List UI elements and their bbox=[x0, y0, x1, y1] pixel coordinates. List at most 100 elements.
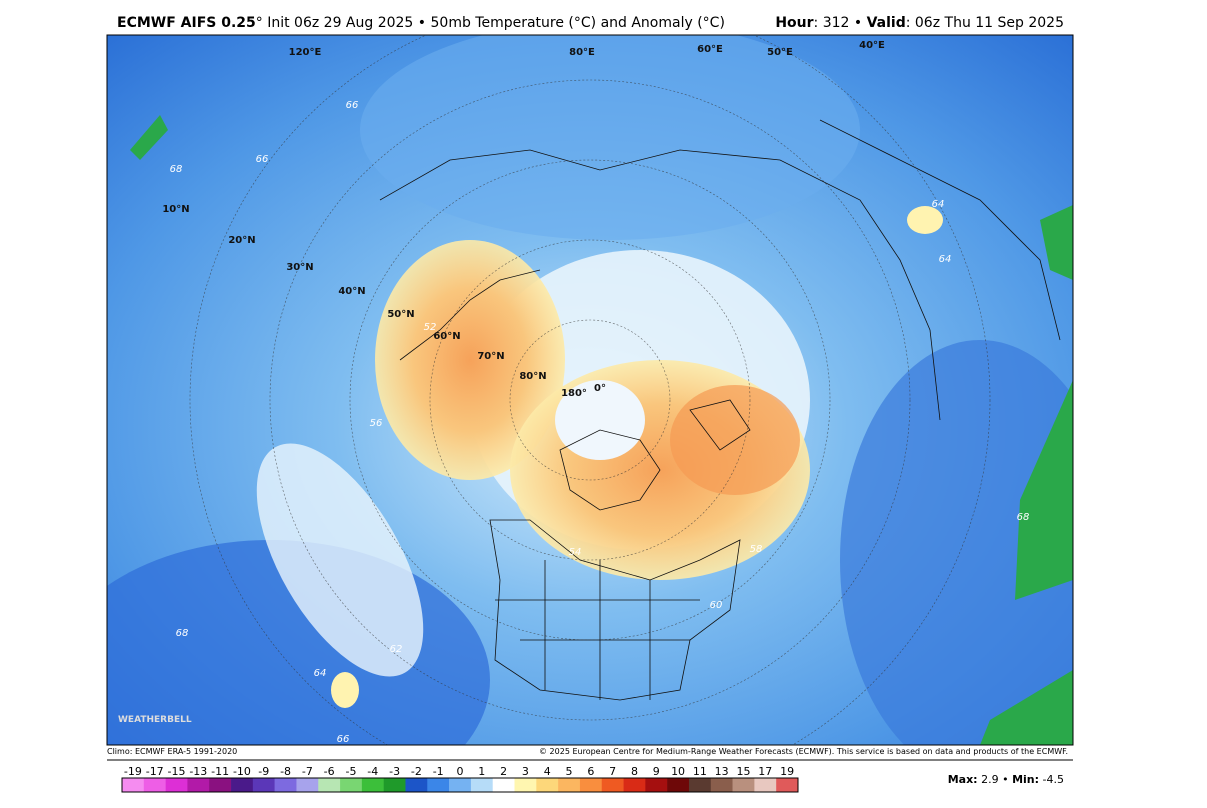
min-value: -4.5 bbox=[1043, 773, 1064, 786]
colorbar-label: 9 bbox=[653, 765, 660, 778]
colorbar: -19 -17 -15 -13 -11 -10 -9 -8 -7 -6 -5 -4 -3 -2 -1 0 1 2 3… bbox=[121, 765, 799, 793]
colorbar-swatch bbox=[318, 778, 341, 792]
colorbar-label: -4 bbox=[367, 765, 378, 778]
colorbar-label: 8 bbox=[631, 765, 638, 778]
lat-label: 30°N bbox=[286, 262, 313, 273]
colorbar-label: 4 bbox=[544, 765, 551, 778]
colorbar-swatch bbox=[187, 778, 210, 792]
colorbar-swatch bbox=[492, 778, 515, 792]
colorbar-swatch bbox=[252, 778, 275, 792]
hour-label: Hour bbox=[775, 15, 813, 31]
lat-label: 40°N bbox=[338, 286, 365, 297]
colorbar-label: 7 bbox=[609, 765, 616, 778]
model: ECMWF AIFS 0.25 bbox=[117, 15, 256, 31]
contour-label: 66 bbox=[256, 154, 269, 165]
valid-info: Hour: 312 • Valid: 06z Thu 11 Sep 2025 bbox=[775, 15, 1064, 31]
contour-label: 58 bbox=[750, 544, 763, 555]
colorbar-label: 15 bbox=[736, 765, 750, 778]
logo: WEATHERBELL bbox=[118, 715, 192, 725]
contour-label: 68 bbox=[176, 628, 189, 639]
contour-label: 64 bbox=[932, 199, 945, 210]
max-value: 2.9 bbox=[981, 773, 999, 786]
lat-label: 50°N bbox=[387, 309, 414, 320]
colorbar-label: -8 bbox=[280, 765, 291, 778]
colorbar-label: -9 bbox=[258, 765, 269, 778]
colorbar-label: -2 bbox=[411, 765, 422, 778]
colorbar-swatch bbox=[579, 778, 603, 792]
colorbar-label: 5 bbox=[566, 765, 573, 778]
max-label: Max: bbox=[948, 773, 978, 786]
lat-label: 60°N bbox=[433, 331, 460, 342]
colorbar-swatch bbox=[209, 778, 232, 792]
colorbar-label: -17 bbox=[146, 765, 164, 778]
colorbar-swatch bbox=[122, 778, 145, 792]
colorbar-swatch bbox=[405, 778, 428, 792]
title: ECMWF AIFS 0.25° Init 06z 29 Aug 2025 • … bbox=[117, 15, 725, 31]
colorbar-swatch bbox=[776, 778, 799, 792]
colorbar-label: 1 bbox=[478, 765, 485, 778]
separator: • bbox=[1002, 773, 1009, 786]
colorbar-swatch bbox=[143, 778, 166, 792]
colorbar-label: 0 bbox=[457, 765, 464, 778]
colorbar-swatch bbox=[667, 778, 690, 792]
stats: Max: 2.9 • Min: -4.5 bbox=[948, 773, 1064, 786]
lat-label: 20°N bbox=[228, 235, 255, 246]
colorbar-label: -19 bbox=[124, 765, 142, 778]
colorbar-swatch bbox=[558, 778, 581, 792]
colorbar-label: 10 bbox=[671, 765, 685, 778]
valid-value: : 06z Thu 11 Sep 2025 bbox=[906, 15, 1064, 31]
contour-label: 66 bbox=[337, 734, 350, 745]
colorbar-swatch bbox=[601, 778, 624, 792]
contour-label: 56 bbox=[370, 418, 383, 429]
map-frame bbox=[106, 34, 1074, 746]
colorbar-swatch bbox=[732, 778, 755, 792]
colorbar-label: -1 bbox=[433, 765, 444, 778]
colorbar-swatch bbox=[296, 778, 319, 792]
colorbar-swatch bbox=[754, 778, 777, 792]
colorbar-swatch bbox=[623, 778, 646, 792]
contour-label: 60 bbox=[710, 600, 723, 611]
colorbar-swatch bbox=[710, 778, 733, 792]
colorbar-swatch bbox=[645, 778, 668, 792]
colorbar-swatch bbox=[165, 778, 188, 792]
contour-label: 66 bbox=[346, 100, 359, 111]
contour-label: 64 bbox=[314, 668, 327, 679]
colorbar-frame bbox=[121, 777, 799, 793]
colorbar-label: -6 bbox=[324, 765, 335, 778]
colorbar-label: 6 bbox=[587, 765, 594, 778]
colorbar-swatch bbox=[514, 778, 537, 792]
colorbar-label: 3 bbox=[522, 765, 529, 778]
map: 10°N 20°N 30°N 40°N 50°N 60°N 70°N 80°N 180° 0° 80… bbox=[107, 35, 1073, 745]
min-label: Min: bbox=[1012, 773, 1039, 786]
init: ° Init 06z 29 Aug 2025 • 50mb Temperatur… bbox=[256, 15, 725, 31]
colorbar-label: 2 bbox=[500, 765, 507, 778]
lon-label: 60°E bbox=[697, 44, 723, 55]
colorbar-swatch bbox=[449, 778, 472, 792]
climo: Climo: ECMWF ERA-5 1991-2020 bbox=[107, 747, 237, 756]
colorbar-swatch bbox=[688, 778, 712, 792]
colorbar-label: -5 bbox=[345, 765, 356, 778]
contour-label: 64 bbox=[939, 254, 952, 265]
colorbar-label: -3 bbox=[389, 765, 400, 778]
colorbar-swatch bbox=[427, 778, 450, 792]
colorbar-swatch bbox=[231, 778, 254, 792]
lon-label: 80°E bbox=[569, 47, 595, 58]
contour-label: 52 bbox=[424, 322, 437, 333]
contour-label: 68 bbox=[170, 164, 183, 175]
colorbar-swatch bbox=[274, 778, 297, 792]
lon-label: 180° bbox=[561, 388, 587, 399]
colorbar-label: -10 bbox=[233, 765, 251, 778]
hour-value: : 312 • bbox=[814, 15, 867, 31]
colorbar-label: 17 bbox=[758, 765, 772, 778]
colorbar-swatch bbox=[340, 778, 363, 792]
lat-label: 10°N bbox=[162, 204, 189, 215]
lon-label: 0° bbox=[594, 383, 606, 394]
colorbar-swatch bbox=[361, 778, 384, 792]
lat-label: 70°N bbox=[477, 351, 504, 362]
contour-label: 62 bbox=[390, 644, 403, 655]
colorbar-label: 11 bbox=[693, 765, 707, 778]
colorbar-label: -13 bbox=[189, 765, 207, 778]
lon-label: 120°E bbox=[289, 47, 322, 58]
colorbar-swatch bbox=[470, 778, 494, 792]
lon-label: 50°E bbox=[767, 47, 793, 58]
